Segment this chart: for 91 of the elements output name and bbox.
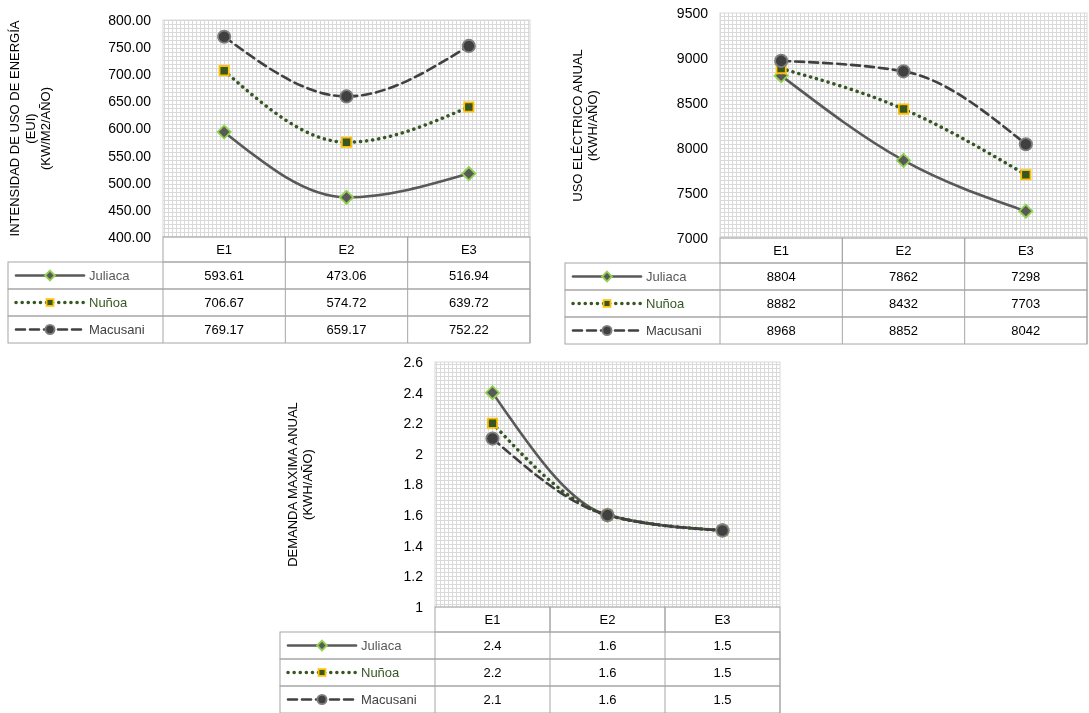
data-label: 1.5 xyxy=(713,692,732,708)
point xyxy=(1020,169,1032,181)
point xyxy=(485,431,500,446)
x-tick-label: E1 xyxy=(484,612,501,628)
y-tick-label: 2 xyxy=(415,445,424,462)
data-label: 1.5 xyxy=(713,665,732,681)
point xyxy=(340,136,353,148)
y-tick-label: 1 xyxy=(415,598,424,615)
y-tick-label: 9000 xyxy=(676,49,709,66)
x-tick-label: E3 xyxy=(1017,243,1034,259)
y-tick-label: 1.6 xyxy=(403,507,424,524)
point xyxy=(486,417,499,429)
x-tick-label: E3 xyxy=(460,242,477,258)
y-tick-label: 550.00 xyxy=(108,147,152,164)
point xyxy=(485,385,500,401)
data-label: 8804 xyxy=(766,269,796,285)
data-label: 769.17 xyxy=(204,322,245,338)
point xyxy=(461,38,476,53)
y-tick-label: 650.00 xyxy=(108,93,152,110)
data-label: 593.61 xyxy=(204,268,245,284)
data-label: 7298 xyxy=(1011,269,1041,285)
x-tick-label: E2 xyxy=(895,243,912,259)
data-label: 706.67 xyxy=(204,295,245,311)
text: Juliaca xyxy=(361,638,403,654)
data-label: 8882 xyxy=(766,296,796,312)
y-tick-label: 2.6 xyxy=(403,353,424,370)
point xyxy=(774,53,789,68)
text: Nuñoa xyxy=(89,295,129,311)
point xyxy=(896,64,911,79)
y-tick-label: 1.2 xyxy=(403,568,424,585)
text: Macusani xyxy=(646,323,702,339)
point xyxy=(339,89,354,104)
point xyxy=(461,166,477,182)
x-tick-label: E3 xyxy=(714,612,731,628)
data-label: 2.2 xyxy=(483,665,502,681)
x-tick-label: E1 xyxy=(216,242,233,258)
y-tick-label: 400.00 xyxy=(108,228,152,245)
point xyxy=(896,152,911,168)
y-tick-label: 450.00 xyxy=(108,201,152,218)
y-tick-label: 750.00 xyxy=(108,39,152,56)
data-label: 1.5 xyxy=(713,638,732,654)
data-label: 639.72 xyxy=(448,295,489,311)
data-label: 2.1 xyxy=(483,692,502,708)
data-label: 8968 xyxy=(766,323,796,339)
y-tick-label: 2.4 xyxy=(403,384,424,401)
y-tick-label: 600.00 xyxy=(108,120,152,137)
data-label: 2.4 xyxy=(483,638,502,654)
data-label: 1.6 xyxy=(598,638,617,654)
data-label: 1.6 xyxy=(598,665,617,681)
point xyxy=(897,103,910,115)
data-label: 574.72 xyxy=(326,295,367,311)
y-tick-label: 2.2 xyxy=(403,415,424,432)
data-label: 8852 xyxy=(889,323,918,339)
y-tick-label: 7000 xyxy=(676,229,709,246)
point xyxy=(339,189,354,205)
data-label: 516.94 xyxy=(448,268,489,284)
y-axis-title: DEMANDA MAXIMA ANUAL (KWH/AÑO) xyxy=(284,402,316,567)
y-tick-label: 8000 xyxy=(676,139,709,156)
data-label: 1.6 xyxy=(598,692,617,708)
data-label: 659.17 xyxy=(326,322,367,338)
y-tick-label: 1.4 xyxy=(403,537,424,554)
y-axis-title: INTENSIDAD DE USO DE ENERGÍA (EUI) (KW/M2/AÑO) xyxy=(6,20,54,237)
point xyxy=(216,124,232,140)
x-tick-label: E2 xyxy=(599,612,616,628)
y-tick-label: 8500 xyxy=(676,94,709,111)
data-label: 7862 xyxy=(889,269,918,285)
y-tick-label: 9500 xyxy=(676,4,709,21)
y-tick-label: 500.00 xyxy=(108,174,152,191)
text: Macusani xyxy=(361,692,417,708)
text: Juliaca xyxy=(646,269,688,285)
point xyxy=(218,65,230,77)
text: Nuñoa xyxy=(361,665,401,681)
y-tick-label: 1.8 xyxy=(403,476,424,493)
text: Juliaca xyxy=(89,268,131,284)
y-tick-label: 7500 xyxy=(676,184,709,201)
point xyxy=(1018,137,1033,152)
point xyxy=(217,29,232,44)
data-label: 8042 xyxy=(1011,323,1041,339)
y-tick-label: 800.00 xyxy=(108,11,152,28)
point xyxy=(1018,203,1034,219)
data-label: 8432 xyxy=(889,296,918,312)
x-tick-label: E1 xyxy=(773,243,790,259)
data-label: 473.06 xyxy=(326,268,367,284)
data-label: 7703 xyxy=(1011,296,1041,312)
data-label: 752.22 xyxy=(448,322,489,338)
y-tick-label: 700.00 xyxy=(108,66,152,83)
point xyxy=(463,101,475,113)
x-tick-label: E2 xyxy=(338,242,355,258)
y-axis-title: USO ELÉCTRICO ANUAL (KWH/AÑO) xyxy=(569,49,601,202)
text: Macusani xyxy=(89,322,145,338)
text: Nuñoa xyxy=(646,296,686,312)
